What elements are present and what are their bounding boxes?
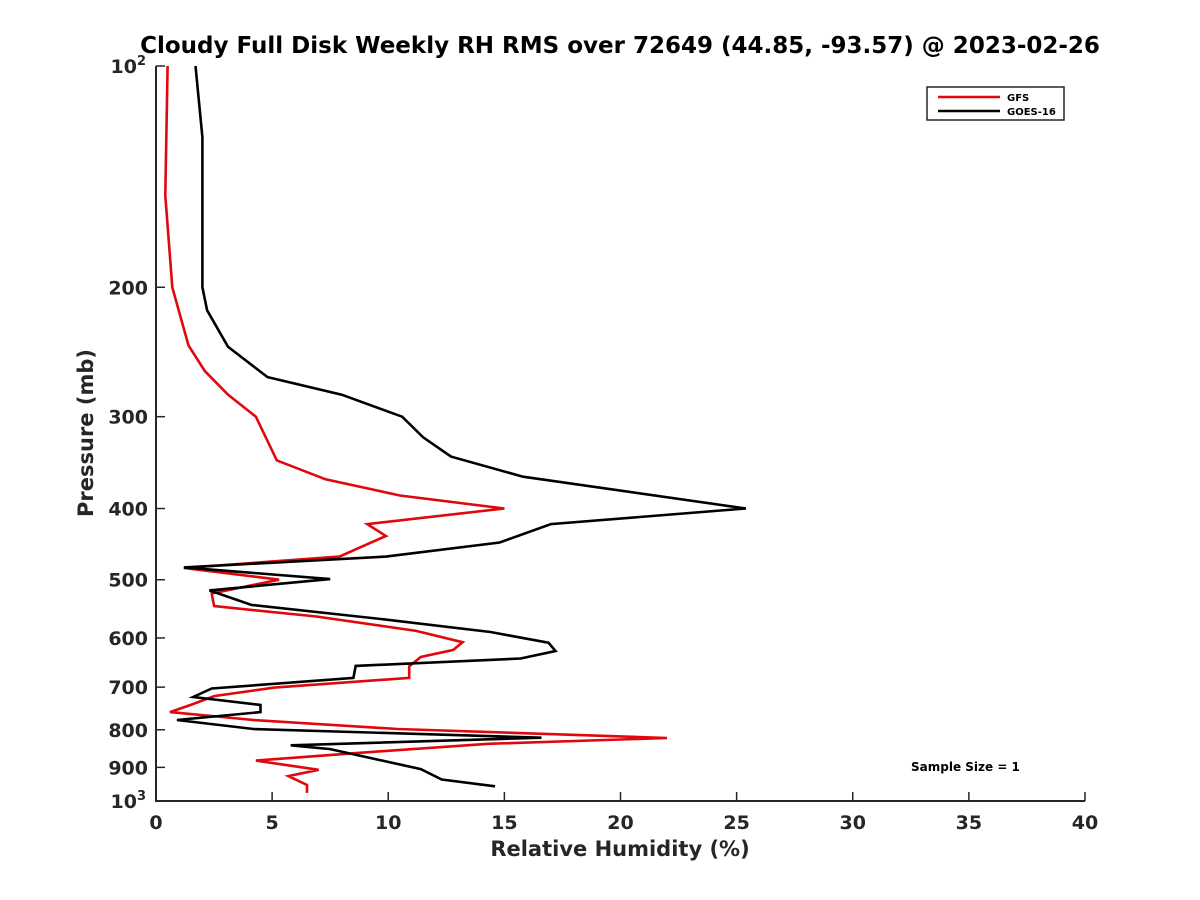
- x-tick-label: 40: [1072, 812, 1098, 834]
- y-tick-label: 400: [108, 499, 148, 521]
- x-tick-label: 30: [840, 812, 866, 834]
- y-tick-label: 700: [108, 677, 148, 699]
- x-tick-label: 5: [266, 812, 279, 834]
- chart-title: Cloudy Full Disk Weekly RH RMS over 7264…: [140, 33, 1100, 59]
- series-line-goes16: [176, 65, 747, 788]
- y-tick-label: 800: [108, 720, 148, 742]
- y-tick-label: 600: [108, 628, 148, 650]
- x-tick-label: 15: [491, 812, 517, 834]
- x-tick-label: 10: [375, 812, 401, 834]
- sample-size-annotation: Sample Size = 1: [911, 760, 1020, 774]
- y-tick-label: 500: [108, 570, 148, 592]
- y-tick-label: 300: [108, 407, 148, 429]
- y-axis-label: Pressure (mb): [74, 349, 98, 517]
- x-tick-label: 25: [723, 812, 749, 834]
- series-line-gfs: [163, 65, 668, 793]
- x-axis-label: Relative Humidity (%): [490, 837, 749, 861]
- y-tick-label: 200: [108, 277, 148, 299]
- y-tick-label: 103: [111, 789, 147, 813]
- legend-label-gfs: GFS: [1007, 93, 1029, 104]
- x-tick-label: 35: [956, 812, 982, 834]
- legend: GFS GOES-16: [926, 86, 1065, 121]
- legend-label-goes16: GOES-16: [1007, 107, 1056, 118]
- y-axis: 102 200 300 400 500 600 700 800 900 103: [108, 54, 165, 813]
- y-tick-label: 900: [108, 757, 148, 779]
- x-axis: 0 5 10 15 20 25 30 35 40: [149, 792, 1098, 834]
- y-tick-label: 102: [111, 54, 147, 78]
- x-tick-label: 20: [607, 812, 633, 834]
- x-tick-label: 0: [149, 812, 162, 834]
- legend-box: [926, 86, 1065, 121]
- series-layer: [163, 65, 747, 793]
